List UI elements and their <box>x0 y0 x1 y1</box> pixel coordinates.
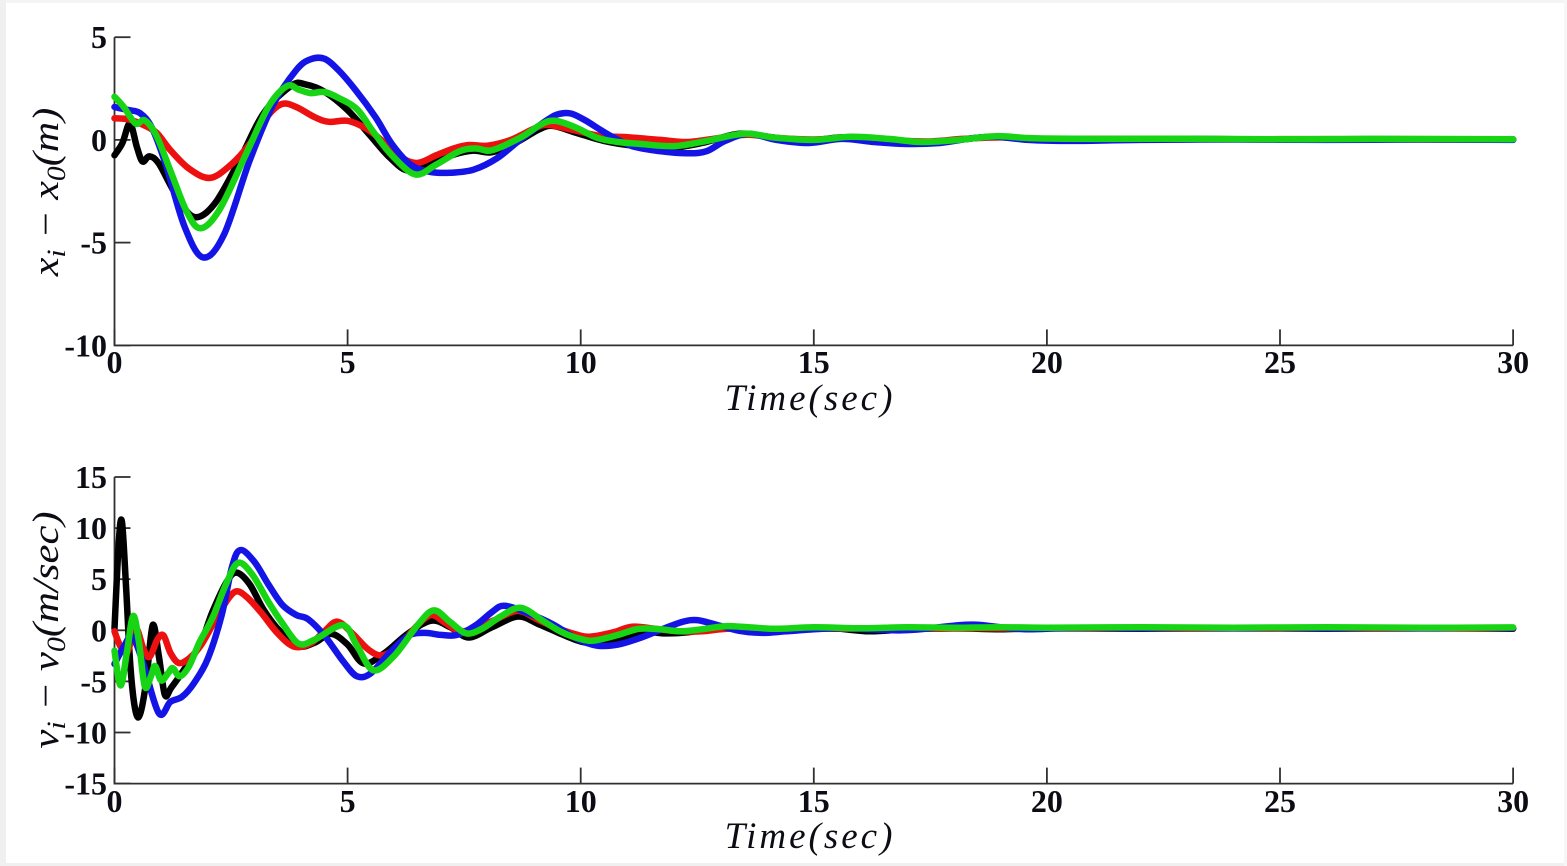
svg-text:vi − v0(m/sec): vi − v0(m/sec) <box>25 511 72 748</box>
svg-text:10: 10 <box>565 344 597 380</box>
svg-text:5: 5 <box>340 783 356 819</box>
svg-text:5: 5 <box>91 561 107 597</box>
svg-text:5: 5 <box>340 344 356 380</box>
svg-text:0: 0 <box>91 612 107 648</box>
svg-text:15: 15 <box>798 783 830 819</box>
svg-text:-5: -5 <box>80 663 107 699</box>
svg-text:Time(sec): Time(sec) <box>725 816 896 857</box>
svg-text:10: 10 <box>565 783 597 819</box>
svg-text:20: 20 <box>1031 344 1063 380</box>
svg-text:30: 30 <box>1497 344 1529 380</box>
svg-text:0: 0 <box>107 344 123 380</box>
svg-text:-5: -5 <box>80 225 107 261</box>
svg-text:25: 25 <box>1264 344 1296 380</box>
svg-text:30: 30 <box>1497 783 1529 819</box>
svg-text:0: 0 <box>107 783 123 819</box>
svg-text:xi − x0(m): xi − x0(m) <box>25 108 71 278</box>
svg-text:15: 15 <box>75 459 107 495</box>
svg-text:0: 0 <box>91 122 107 158</box>
svg-text:Time(sec): Time(sec) <box>725 378 896 419</box>
svg-text:25: 25 <box>1264 783 1296 819</box>
svg-text:-10: -10 <box>64 327 107 363</box>
svg-text:15: 15 <box>798 344 830 380</box>
svg-text:10: 10 <box>75 510 107 546</box>
svg-text:-15: -15 <box>64 766 107 802</box>
svg-text:20: 20 <box>1031 783 1063 819</box>
svg-text:5: 5 <box>91 19 107 55</box>
svg-text:-10: -10 <box>64 715 107 751</box>
